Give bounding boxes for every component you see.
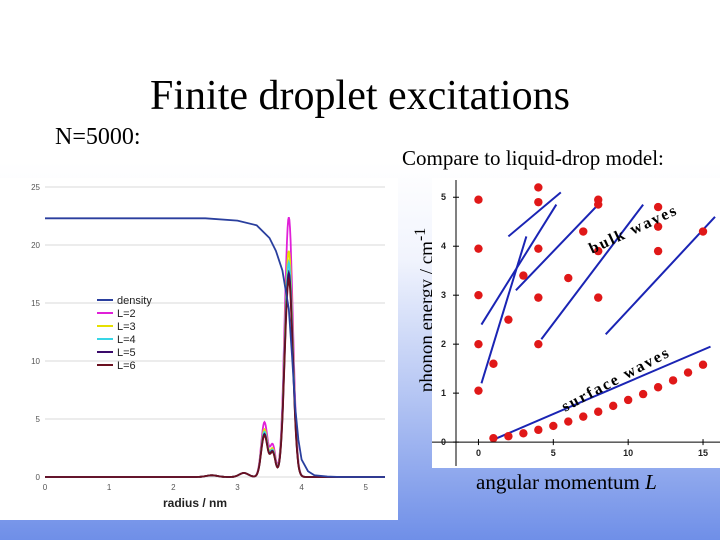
right-chart-y-tick-label: 0 [441,437,446,447]
right-chart-y-tick-label: 4 [441,241,446,251]
right-chart-x-axis-label: angular momentum L [476,470,657,494]
bulk-wave-point [654,159,662,167]
surface-wave-point [594,407,603,416]
surface-wave-point [668,376,678,385]
left-chart-y-tick-label: 0 [36,473,41,482]
surface-wave-line [493,345,711,441]
bulk-wave-point [594,154,602,162]
bulk-wave-point [594,246,603,256]
bulk-wave-point [698,227,708,236]
left-chart-y-tick-label: 15 [31,299,40,308]
bulk-wave-point [653,222,663,231]
bulk-wave-point [474,244,483,253]
bulk-wave-point [474,290,483,300]
right-chart-x-tick-label: 10 [623,448,633,458]
left-chart-x-axis-label: radius / nm [163,496,227,510]
bulk-wave-line [515,203,599,291]
surface-wave-point [549,421,558,431]
bulk-wave-point [534,293,543,302]
bulk-wave-line [480,204,558,326]
right-chart-y-tick-label: 5 [441,192,446,202]
left-chart-x-tick-label: 0 [43,483,48,492]
left-chart-y-tick-label: 25 [31,183,40,192]
surface-wave-point [609,401,618,411]
right-chart-x-tick-label: 5 [551,448,556,458]
right-chart-x-tick-label: 0 [476,448,481,458]
left-chart-legend-label: L=4 [117,334,136,346]
bulk-wave-point [653,202,663,212]
surface-wave-point [489,433,498,443]
left-chart-x-tick-label: 5 [364,483,369,492]
bulk-wave-point [653,246,663,256]
surface-wave-point [534,425,543,435]
left-chart-background [0,178,398,520]
bulk-wave-point [474,386,483,395]
surface-wave-point [653,383,663,392]
left-chart-x-tick-label: 4 [299,483,304,492]
surface-wave-point [519,429,528,438]
bulk-wave-point [489,359,498,368]
surface-wave-point [564,417,573,426]
right-chart-plot-area [474,154,716,443]
surface-wave-point [623,395,633,405]
right-chart-y-tick-label: 3 [441,290,446,300]
bulk-wave-point [594,293,603,302]
slide-title: Finite droplet excitations [150,73,570,119]
bulk-wave-point [474,195,483,204]
left-chart-x-tick-label: 2 [171,483,176,492]
right-chart-x-tick-label: 15 [698,448,708,458]
bulk-wave-point [579,227,588,236]
left-chart-legend-label: L=3 [117,321,136,333]
right-chart-background [432,178,720,468]
bulk-wave-line [540,203,644,340]
left-chart-series-line [45,276,385,478]
particle-count-label: N=5000: [55,124,141,150]
bulk-wave-point [534,183,543,192]
bulk-wave-point [534,339,543,349]
left-chart-legend-label: density [117,295,152,307]
bulk-wave-point [474,339,483,349]
right-chart-y-tick-label: 1 [441,388,446,398]
left-chart-legend-label: L=5 [117,347,136,359]
bulk-wave-point [519,271,528,280]
left-chart-legend-label: L=2 [117,308,136,320]
surface-wave-point [698,360,708,369]
left-chart-x-tick-label: 1 [107,483,112,492]
bulk-wave-line [480,236,528,384]
left-chart-y-tick-label: 5 [36,415,41,424]
right-chart-y-tick-label: 2 [441,339,446,349]
bulk-wave-point [594,195,603,204]
bulk-wave-point [504,315,513,324]
surface-wave-point [579,412,588,421]
bulk-wave-point [564,273,573,283]
left-chart-y-tick-label: 20 [31,241,40,250]
bulk-wave-line [604,216,716,336]
left-chart-y-tick-label: 10 [31,357,40,366]
left-chart-density-line [45,217,385,478]
left-chart-x-tick-label: 3 [235,483,240,492]
left-chart-legend-label: L=6 [117,360,136,372]
bulk-wave-point [534,244,543,253]
bulk-wave-point [534,197,543,207]
surface-wave-point [504,432,513,441]
surface-wave-point [638,389,648,399]
compare-label: Compare to liquid-drop model: [402,146,664,170]
bulk-wave-line [507,191,562,238]
surface-wave-point [683,368,693,377]
